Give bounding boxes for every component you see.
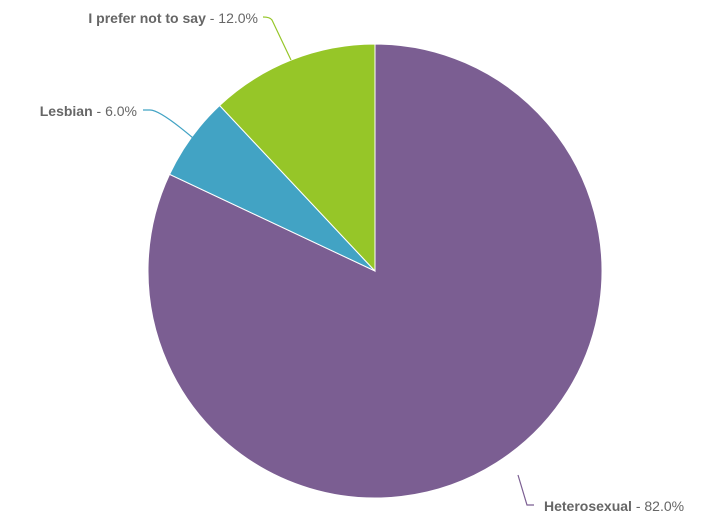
data-label-lesbian: Lesbian - 6.0% <box>40 103 137 119</box>
leader-line-i-prefer-not-to-say <box>263 17 291 60</box>
data-label-category: I prefer not to say <box>88 10 206 26</box>
data-label-category: Heterosexual <box>544 498 632 514</box>
leader-line-lesbian <box>143 110 193 138</box>
data-label-value: - 82.0% <box>632 498 684 514</box>
leader-line-heterosexual <box>518 475 534 505</box>
data-label-value: - 12.0% <box>206 10 258 26</box>
data-label-value: - 6.0% <box>93 103 137 119</box>
data-label-heterosexual: Heterosexual - 82.0% <box>544 498 684 514</box>
data-label-i-prefer-not-to-say: I prefer not to say - 12.0% <box>88 10 258 26</box>
data-label-category: Lesbian <box>40 103 93 119</box>
